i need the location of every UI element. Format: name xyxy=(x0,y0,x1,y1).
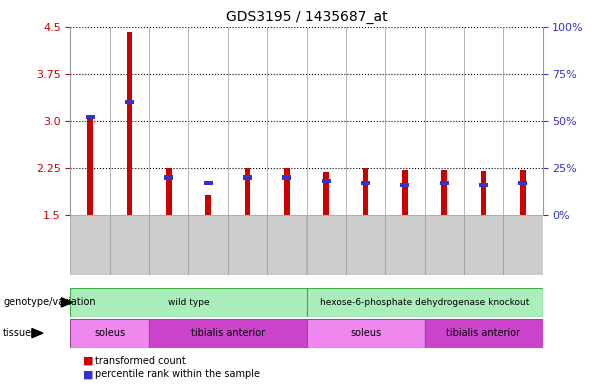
Bar xyxy=(283,175,291,180)
Bar xyxy=(149,215,189,275)
Bar xyxy=(322,179,330,184)
Bar xyxy=(306,288,543,317)
Bar xyxy=(400,183,409,187)
Text: ■: ■ xyxy=(83,356,93,366)
Bar xyxy=(126,32,132,215)
Bar xyxy=(440,181,449,185)
Bar xyxy=(189,215,228,275)
Bar xyxy=(164,175,173,180)
Bar xyxy=(385,215,424,275)
Bar xyxy=(125,100,134,104)
Bar xyxy=(323,172,329,215)
Text: hexose-6-phosphate dehydrogenase knockout: hexose-6-phosphate dehydrogenase knockou… xyxy=(320,298,529,307)
Bar xyxy=(424,319,543,348)
Text: tibialis anterior: tibialis anterior xyxy=(446,328,520,338)
Bar xyxy=(149,319,306,348)
Bar xyxy=(464,215,503,275)
Text: tibialis anterior: tibialis anterior xyxy=(191,328,265,338)
Bar xyxy=(362,168,368,215)
Bar xyxy=(70,215,110,275)
Bar xyxy=(70,319,149,348)
Bar xyxy=(86,115,94,119)
Text: tissue: tissue xyxy=(3,328,32,338)
Bar xyxy=(284,168,290,215)
Bar xyxy=(70,288,306,317)
Bar xyxy=(479,183,488,187)
Bar xyxy=(243,175,252,180)
Bar xyxy=(245,168,251,215)
Bar xyxy=(228,215,267,275)
Bar xyxy=(204,181,213,185)
Bar xyxy=(306,215,346,275)
Bar xyxy=(520,170,526,215)
Bar xyxy=(402,170,408,215)
Bar xyxy=(306,319,424,348)
Polygon shape xyxy=(32,328,43,338)
Bar xyxy=(87,116,93,215)
Text: ■: ■ xyxy=(83,369,93,379)
Text: wild type: wild type xyxy=(168,298,209,307)
Bar xyxy=(503,215,543,275)
Text: soleus: soleus xyxy=(94,328,126,338)
Bar xyxy=(361,181,370,185)
Bar xyxy=(267,215,306,275)
Bar xyxy=(166,168,172,215)
Text: genotype/variation: genotype/variation xyxy=(3,297,96,308)
Bar xyxy=(110,215,149,275)
Text: percentile rank within the sample: percentile rank within the sample xyxy=(95,369,260,379)
Bar xyxy=(346,215,385,275)
Text: soleus: soleus xyxy=(350,328,381,338)
Bar xyxy=(519,181,527,185)
Polygon shape xyxy=(61,298,72,307)
Bar xyxy=(481,171,487,215)
Bar xyxy=(441,170,447,215)
Bar xyxy=(205,195,211,215)
Text: transformed count: transformed count xyxy=(95,356,186,366)
Bar xyxy=(424,215,464,275)
Title: GDS3195 / 1435687_at: GDS3195 / 1435687_at xyxy=(226,10,387,25)
